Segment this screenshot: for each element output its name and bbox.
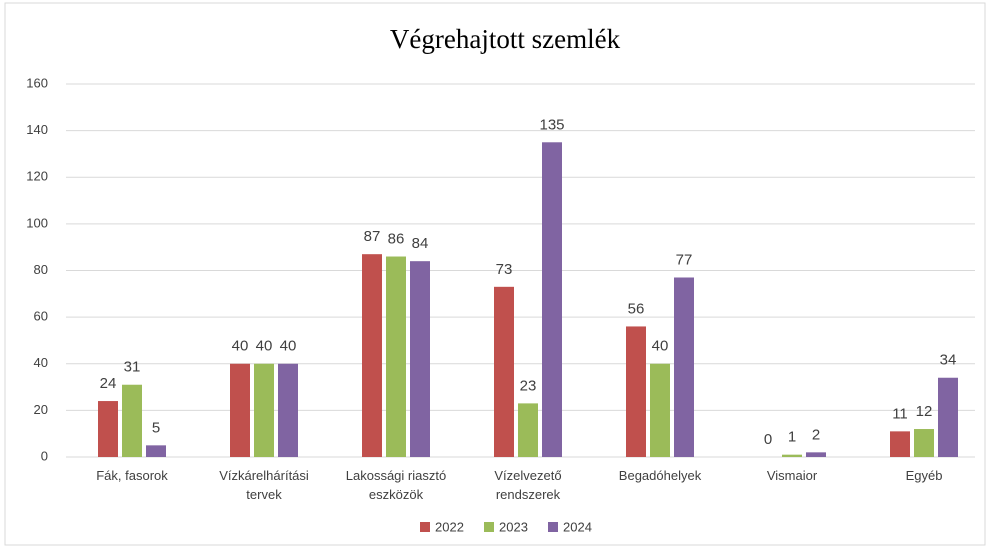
y-tick-label: 120 xyxy=(26,169,48,184)
chart-title: Végrehajtott szemlék xyxy=(390,24,621,54)
x-tick-label: Vízelvezető rendszerek xyxy=(494,468,561,502)
bar xyxy=(146,445,166,457)
data-label: 23 xyxy=(520,377,537,394)
data-label: 31 xyxy=(124,359,141,376)
bar xyxy=(914,429,934,457)
data-label: 1 xyxy=(788,429,796,446)
data-label: 2 xyxy=(812,426,820,443)
legend-label: 2024 xyxy=(563,519,592,534)
x-tick-label: Vismaior xyxy=(767,468,818,483)
y-tick-label: 140 xyxy=(26,122,48,137)
x-tick-label: Fák, fasorok xyxy=(96,468,168,483)
data-label: 40 xyxy=(232,338,249,355)
bar xyxy=(362,254,382,457)
data-label: 40 xyxy=(280,338,297,355)
bar xyxy=(278,363,298,457)
bar xyxy=(254,363,274,457)
legend-swatch xyxy=(420,522,430,532)
data-label: 34 xyxy=(940,352,957,369)
y-tick-label: 20 xyxy=(34,402,48,417)
data-label: 135 xyxy=(539,116,564,133)
bar xyxy=(890,431,910,457)
data-label: 40 xyxy=(256,338,273,355)
bar xyxy=(122,384,142,457)
bar xyxy=(650,363,670,457)
data-label: 73 xyxy=(496,261,513,278)
bar xyxy=(386,256,406,457)
legend-swatch xyxy=(484,522,494,532)
bar xyxy=(410,261,430,457)
x-tick-label: Vízkárelhárítási tervek xyxy=(219,468,309,502)
bar xyxy=(230,363,250,457)
y-tick-label: 0 xyxy=(41,448,48,463)
data-label: 0 xyxy=(764,431,772,448)
legend-label: 2022 xyxy=(435,519,464,534)
data-label: 12 xyxy=(916,403,933,420)
data-label: 24 xyxy=(100,375,117,392)
data-label: 56 xyxy=(628,300,645,317)
bar xyxy=(938,377,958,457)
data-label: 87 xyxy=(364,228,381,245)
data-label: 84 xyxy=(412,235,429,252)
data-label: 77 xyxy=(676,251,693,268)
legend-swatch xyxy=(548,522,558,532)
x-tick-label: Begadóhelyek xyxy=(619,468,702,483)
x-tick-label: Lakossági riasztó eszközök xyxy=(346,468,446,502)
data-label: 5 xyxy=(152,419,160,436)
legend-label: 2023 xyxy=(499,519,528,534)
bar xyxy=(674,277,694,457)
data-label: 40 xyxy=(652,338,669,355)
bar xyxy=(806,452,826,457)
x-tick-label: Egyéb xyxy=(906,468,943,483)
y-tick-label: 80 xyxy=(34,262,48,277)
y-tick-label: 100 xyxy=(26,215,48,230)
data-label: 86 xyxy=(388,230,405,247)
bar xyxy=(626,326,646,457)
bar xyxy=(542,142,562,457)
y-tick-label: 60 xyxy=(34,309,48,324)
bar xyxy=(518,403,538,457)
data-label: 11 xyxy=(892,405,908,422)
y-tick-label: 40 xyxy=(34,355,48,370)
bar xyxy=(98,401,118,457)
y-tick-label: 160 xyxy=(26,75,48,90)
bar xyxy=(494,286,514,457)
bar xyxy=(782,454,802,457)
